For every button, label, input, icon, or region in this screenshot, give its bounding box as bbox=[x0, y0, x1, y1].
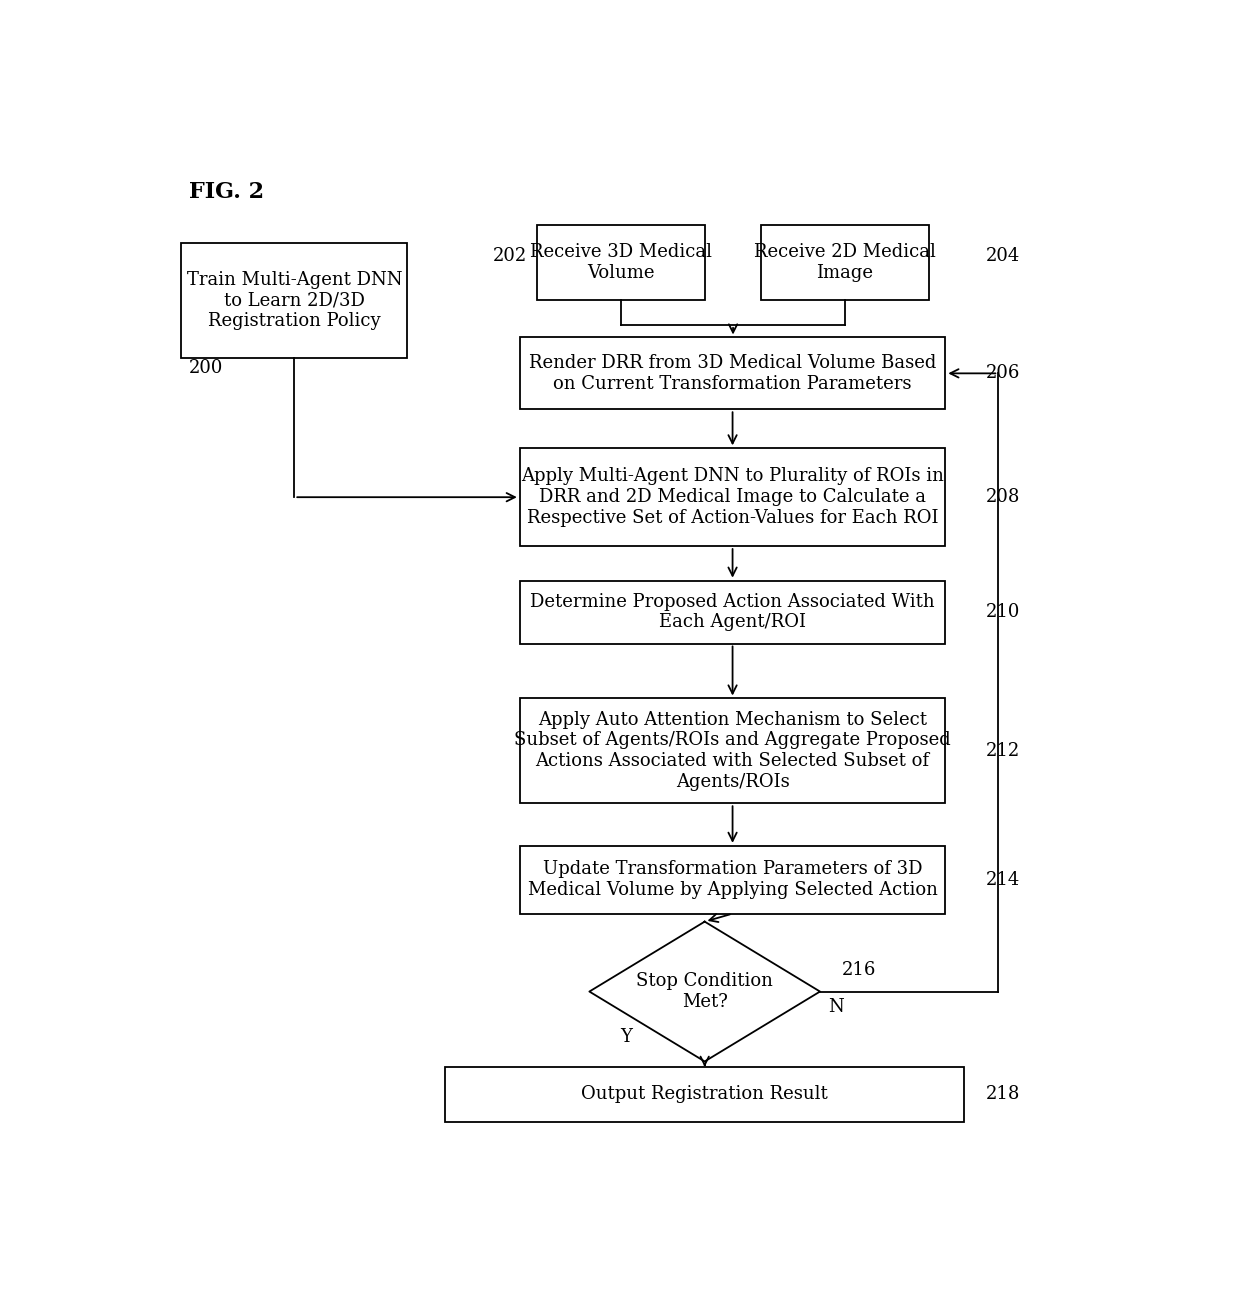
Text: Render DRR from 3D Medical Volume Based
on Current Transformation Parameters: Render DRR from 3D Medical Volume Based … bbox=[529, 354, 936, 393]
FancyBboxPatch shape bbox=[445, 1067, 965, 1122]
FancyBboxPatch shape bbox=[761, 226, 929, 300]
Text: Train Multi-Agent DNN
to Learn 2D/3D
Registration Policy: Train Multi-Agent DNN to Learn 2D/3D Reg… bbox=[186, 271, 402, 331]
Text: Determine Proposed Action Associated With
Each Agent/ROI: Determine Proposed Action Associated Wit… bbox=[531, 593, 935, 632]
FancyBboxPatch shape bbox=[537, 226, 706, 300]
Text: Apply Auto Attention Mechanism to Select
Subset of Agents/ROIs and Aggregate Pro: Apply Auto Attention Mechanism to Select… bbox=[515, 711, 951, 791]
FancyBboxPatch shape bbox=[520, 337, 945, 410]
Text: N: N bbox=[828, 997, 843, 1016]
Text: Receive 3D Medical
Volume: Receive 3D Medical Volume bbox=[529, 243, 712, 281]
Text: 202: 202 bbox=[494, 246, 527, 265]
Text: 204: 204 bbox=[986, 246, 1021, 265]
Text: 206: 206 bbox=[986, 364, 1021, 383]
FancyBboxPatch shape bbox=[181, 243, 407, 358]
Text: 208: 208 bbox=[986, 488, 1021, 506]
FancyBboxPatch shape bbox=[520, 846, 945, 913]
Text: 218: 218 bbox=[986, 1086, 1021, 1104]
FancyBboxPatch shape bbox=[520, 581, 945, 643]
Text: 200: 200 bbox=[188, 359, 223, 377]
Text: FIG. 2: FIG. 2 bbox=[188, 180, 264, 202]
Text: Y: Y bbox=[620, 1029, 632, 1047]
Text: 212: 212 bbox=[986, 742, 1021, 760]
Text: Stop Condition
Met?: Stop Condition Met? bbox=[636, 973, 773, 1010]
Text: Receive 2D Medical
Image: Receive 2D Medical Image bbox=[754, 243, 936, 281]
Text: Output Registration Result: Output Registration Result bbox=[582, 1086, 828, 1104]
Text: Update Transformation Parameters of 3D
Medical Volume by Applying Selected Actio: Update Transformation Parameters of 3D M… bbox=[528, 860, 937, 899]
Text: 216: 216 bbox=[842, 961, 877, 978]
Text: 210: 210 bbox=[986, 603, 1021, 621]
Text: Apply Multi-Agent DNN to Plurality of ROIs in
DRR and 2D Medical Image to Calcul: Apply Multi-Agent DNN to Plurality of RO… bbox=[521, 467, 944, 527]
FancyBboxPatch shape bbox=[520, 449, 945, 546]
FancyBboxPatch shape bbox=[520, 698, 945, 803]
Text: 214: 214 bbox=[986, 870, 1021, 888]
